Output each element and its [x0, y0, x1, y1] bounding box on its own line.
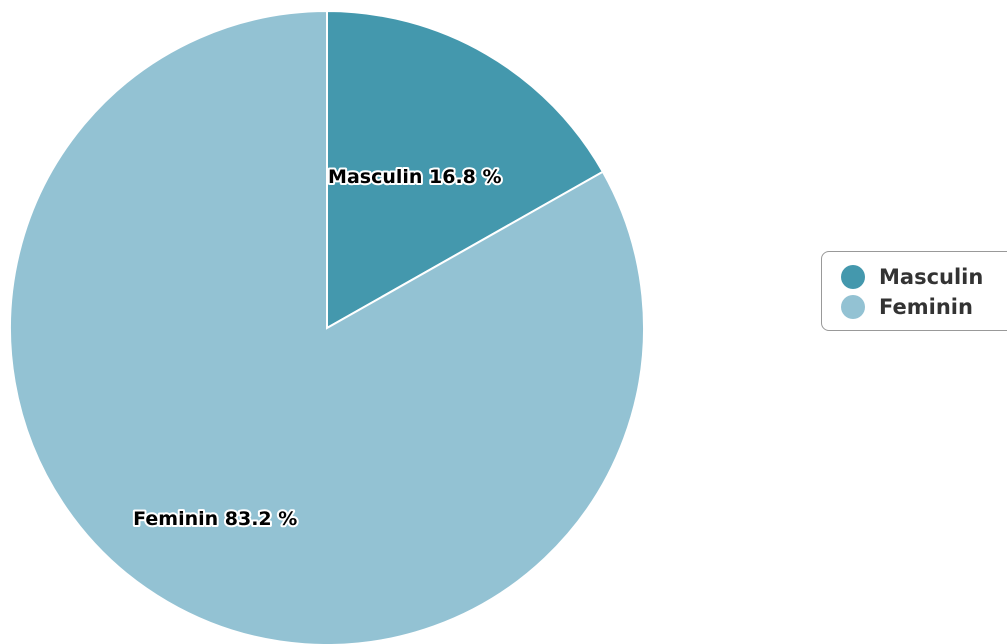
- pie-slice-masculin[interactable]: [326, 9, 605, 330]
- legend-label-masculin: Masculin: [879, 265, 984, 289]
- slice-label-masculin: Masculin 16.8 %: [328, 166, 502, 188]
- legend-swatch-feminin: [841, 295, 865, 319]
- legend-item-masculin[interactable]: Masculin: [841, 264, 983, 290]
- slice-label-feminin: Feminin 83.2 %: [133, 508, 297, 530]
- legend-item-feminin[interactable]: Feminin: [841, 294, 973, 320]
- legend-swatch-masculin: [841, 265, 865, 289]
- pie-slice-feminin[interactable]: [9, 9, 645, 644]
- legend-label-feminin: Feminin: [879, 295, 973, 319]
- chart-legend: Masculin Feminin: [821, 251, 1007, 331]
